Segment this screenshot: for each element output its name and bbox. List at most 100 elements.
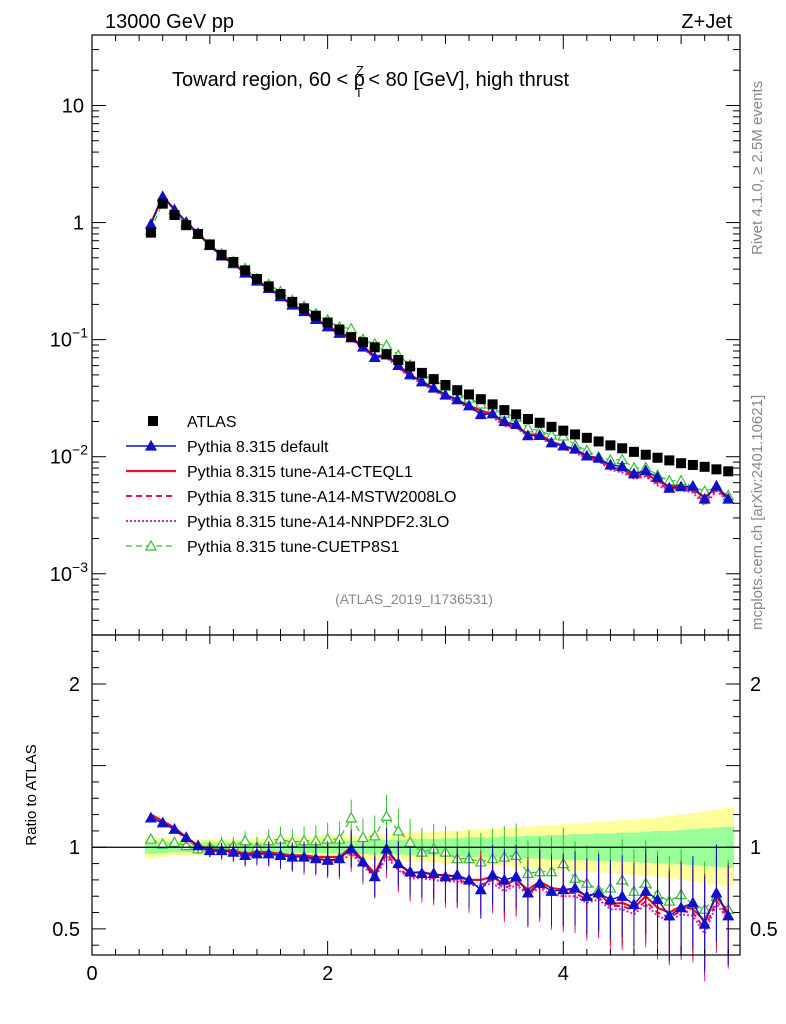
point-ratio-default bbox=[298, 850, 311, 862]
atlas-data-point bbox=[228, 257, 239, 268]
x-tick-label: 4 bbox=[558, 963, 569, 985]
series-line-ratio-nnpdf bbox=[150, 813, 729, 936]
x-tick-label: 2 bbox=[322, 963, 333, 985]
atlas-data-point bbox=[322, 317, 333, 328]
atlas-data-point bbox=[475, 394, 486, 405]
point-ratio-cuetp8s1 bbox=[144, 832, 157, 844]
point-ratio-default bbox=[215, 844, 228, 856]
atlas-data-point bbox=[464, 389, 475, 400]
point-ratio-default bbox=[710, 886, 723, 898]
atlas-data-point bbox=[640, 449, 651, 460]
atlas-data-point bbox=[546, 421, 557, 432]
point-ratio-default bbox=[627, 898, 640, 909]
point-main-default bbox=[368, 351, 381, 362]
point-main-default bbox=[675, 480, 688, 492]
point-ratio-cuetp8s1 bbox=[380, 809, 393, 821]
legend-label-nnpdf: Pythia 8.315 tune-A14-NNPDF2.3LO bbox=[187, 514, 449, 531]
series-line-main-cuetp8s1 bbox=[150, 201, 729, 497]
atlas-data-point bbox=[487, 399, 498, 410]
point-ratio-cuetp8s1 bbox=[368, 829, 381, 841]
atlas-data-point bbox=[558, 425, 569, 436]
atlas-data-point bbox=[605, 440, 616, 451]
point-ratio-default bbox=[498, 873, 511, 885]
point-main-default bbox=[557, 439, 570, 451]
point-main-default bbox=[698, 492, 711, 504]
point-ratio-default bbox=[451, 868, 464, 880]
y-tick-label-ratio: 0.5 bbox=[52, 919, 80, 941]
atlas-data-point bbox=[723, 466, 734, 477]
point-main-default bbox=[604, 458, 617, 470]
point-ratio-default bbox=[592, 886, 605, 898]
point-ratio-default bbox=[380, 842, 393, 854]
atlas-data-point bbox=[287, 296, 298, 307]
point-main-default bbox=[663, 481, 676, 493]
y-tick-label-ratio-right: 2 bbox=[750, 674, 761, 696]
y-tick-label-main: 10−3 bbox=[50, 559, 88, 586]
point-main-default bbox=[415, 375, 428, 387]
y-tick-label-main: 1 bbox=[73, 213, 84, 235]
point-ratio-default bbox=[321, 854, 334, 865]
point-main-default bbox=[616, 460, 629, 472]
atlas-data-point bbox=[652, 452, 663, 463]
legend-label-atlas: ATLAS bbox=[187, 414, 237, 431]
legend-label-mstw: Pythia 8.315 tune-A14-MSTW2008LO bbox=[187, 489, 456, 506]
atlas-data-point bbox=[334, 324, 345, 335]
point-main-default bbox=[569, 442, 582, 454]
point-ratio-default bbox=[698, 917, 711, 929]
point-ratio-default bbox=[274, 849, 287, 861]
y-tick-label-ratio: 1 bbox=[69, 837, 80, 859]
point-ratio-default bbox=[616, 889, 629, 901]
point-main-default bbox=[474, 408, 487, 420]
atlas-data-point bbox=[593, 436, 604, 447]
y-tick-label-ratio: 2 bbox=[69, 674, 80, 696]
atlas-data-point bbox=[181, 220, 192, 231]
point-main-default bbox=[427, 381, 440, 393]
atlas-data-point bbox=[193, 228, 204, 239]
atlas-data-point bbox=[381, 349, 392, 360]
chart-title: Toward region, 60 < pZ T < 80 [GeV], high… bbox=[172, 63, 569, 100]
point-ratio-cuetp8s1 bbox=[404, 836, 417, 847]
point-main-default bbox=[545, 436, 558, 448]
point-ratio-default bbox=[545, 885, 558, 896]
point-ratio-default bbox=[651, 893, 664, 905]
point-ratio-default bbox=[521, 886, 534, 898]
legend-marker-atlas bbox=[148, 416, 158, 426]
point-main-default bbox=[462, 399, 476, 411]
point-ratio-default bbox=[580, 889, 593, 901]
point-ratio-default bbox=[533, 876, 546, 888]
point-ratio-default bbox=[427, 867, 440, 878]
point-ratio-default bbox=[345, 842, 358, 854]
legend-marker-cuetp8s1 bbox=[144, 539, 158, 551]
legend-label-default: Pythia 8.315 default bbox=[187, 439, 329, 456]
point-ratio-default bbox=[392, 857, 405, 869]
point-main-default bbox=[651, 471, 664, 482]
point-ratio-default bbox=[180, 831, 193, 843]
point-ratio-default bbox=[510, 870, 523, 882]
axes: 0 2 4 10 1 10−1 10−2 10−3 2 2 1 1 0.5 0.5 bbox=[50, 34, 778, 985]
atlas-data-point bbox=[216, 249, 227, 260]
atlas-data-point bbox=[617, 443, 628, 454]
legend-label-cuetp8s1: Pythia 8.315 tune-CUETP8S1 bbox=[187, 539, 400, 556]
atlas-data-point bbox=[275, 289, 286, 300]
x-tick-label: 0 bbox=[86, 963, 97, 985]
point-ratio-default bbox=[333, 852, 346, 864]
point-ratio-default bbox=[639, 885, 652, 896]
header-left: 13000 GeV pp bbox=[105, 11, 234, 33]
y-tick-label-main: 10−1 bbox=[50, 325, 88, 352]
point-ratio-default bbox=[722, 909, 735, 921]
point-ratio-cuetp8s1 bbox=[156, 837, 169, 849]
y-tick-label-main: 10−2 bbox=[50, 442, 88, 469]
point-main-default bbox=[439, 388, 452, 400]
legend: ATLAS Pythia 8.315 default Pythia 8.315 tu… bbox=[126, 414, 456, 556]
point-main-default bbox=[533, 429, 546, 440]
legend-label-cteql1: Pythia 8.315 tune-A14-CTEQL1 bbox=[187, 464, 413, 481]
atlas-data-point bbox=[204, 239, 215, 250]
point-ratio-default bbox=[144, 811, 157, 823]
point-ratio-default bbox=[368, 870, 381, 882]
rivet-version-label: Rivet 4.1.0, ≥ 2.5M events bbox=[749, 81, 766, 255]
atlas-data-point bbox=[440, 379, 451, 390]
y-tick-label-main: 10 bbox=[62, 95, 84, 117]
point-ratio-default bbox=[663, 909, 676, 921]
atlas-data-point bbox=[240, 265, 251, 276]
atlas-data-point bbox=[522, 413, 533, 424]
